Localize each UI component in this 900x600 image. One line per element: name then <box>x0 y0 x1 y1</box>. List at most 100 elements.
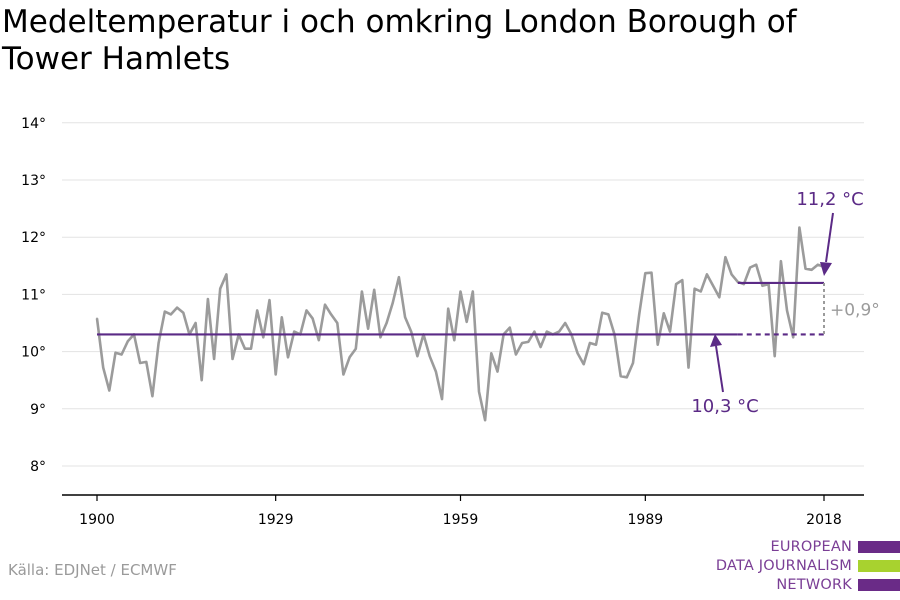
data-point <box>317 339 320 342</box>
data-point <box>755 263 758 266</box>
data-point <box>441 398 443 400</box>
data-point <box>120 353 123 356</box>
data-point <box>588 342 591 344</box>
y-tick-label: 13° <box>21 173 46 189</box>
logo-bar-green <box>858 560 900 572</box>
logo-line-2: DATA JOURNALISM <box>715 558 852 574</box>
x-axis-ticks: 1900 1929 1959 1989 2018 <box>79 495 842 528</box>
data-point <box>324 303 326 306</box>
data-point <box>305 309 308 312</box>
data-point <box>404 316 406 319</box>
data-point <box>280 316 283 319</box>
data-point <box>558 330 560 333</box>
data-point <box>219 287 222 290</box>
y-tick-label: 10° <box>21 345 46 361</box>
baseline-average-arrowhead <box>710 334 722 347</box>
data-point <box>194 322 197 324</box>
data-point <box>564 322 567 324</box>
recent-average-label: 11,2 °C <box>796 189 863 210</box>
data-point <box>293 330 296 333</box>
data-point <box>533 330 536 333</box>
data-point <box>749 266 751 269</box>
data-point <box>508 326 511 329</box>
data-point <box>342 373 345 376</box>
data-point <box>669 330 671 333</box>
data-point <box>644 272 647 275</box>
data-point <box>126 340 129 343</box>
data-point <box>206 298 209 300</box>
data-point <box>718 296 721 299</box>
y-tick-label: 8° <box>30 459 46 475</box>
data-point <box>145 360 148 363</box>
chart-title: Medeltemperatur i och omkring London Bor… <box>2 4 892 78</box>
data-point <box>361 290 363 293</box>
data-point <box>108 389 111 392</box>
data-point <box>582 363 585 366</box>
data-point <box>539 346 542 348</box>
data-point <box>416 355 419 358</box>
data-point <box>268 299 271 302</box>
x-tick-label: 2018 <box>806 512 842 528</box>
data-point <box>447 307 450 310</box>
data-point <box>114 351 117 354</box>
data-point <box>804 267 807 270</box>
data-point <box>687 366 690 369</box>
data-point <box>607 313 610 316</box>
data-point <box>391 302 394 304</box>
data-point <box>354 347 357 350</box>
data-point <box>182 311 185 314</box>
data-point <box>385 322 388 324</box>
data-point <box>792 336 795 339</box>
recent-average-arrowhead <box>820 262 832 276</box>
data-point <box>231 358 234 360</box>
data-point <box>410 330 413 333</box>
data-point <box>243 347 246 350</box>
data-point <box>798 226 801 229</box>
data-point <box>373 288 376 291</box>
data-point <box>157 342 160 344</box>
average-lines <box>97 281 825 336</box>
data-point <box>151 395 154 398</box>
data-point <box>545 330 548 333</box>
x-tick-label: 1959 <box>443 512 479 528</box>
logo-bar-purple-bottom <box>858 579 900 591</box>
data-point <box>397 276 400 279</box>
data-point <box>348 356 351 359</box>
data-point <box>367 327 369 330</box>
data-point <box>779 260 782 263</box>
data-point <box>662 312 665 315</box>
data-point <box>699 290 702 293</box>
data-point <box>786 309 788 312</box>
data-point <box>638 313 641 316</box>
data-point <box>139 362 142 364</box>
data-point <box>484 419 487 422</box>
data-point <box>256 309 259 312</box>
x-tick-label: 1989 <box>628 512 664 528</box>
recent-average-arrow <box>825 212 834 263</box>
data-point <box>730 273 733 276</box>
temperature-series-line <box>95 226 825 422</box>
data-point <box>810 268 813 271</box>
data-point <box>675 283 678 286</box>
data-point <box>650 271 653 274</box>
data-point <box>102 366 105 369</box>
data-point <box>773 355 776 358</box>
data-point <box>262 336 265 339</box>
x-tick-label: 1929 <box>258 512 294 528</box>
data-point <box>250 347 252 350</box>
data-point <box>632 362 634 364</box>
data-point <box>225 273 228 276</box>
data-point <box>761 284 764 287</box>
data-point <box>330 313 333 316</box>
grid-lines <box>62 122 864 467</box>
data-point <box>176 306 178 309</box>
data-point <box>521 342 524 344</box>
data-point <box>496 370 499 373</box>
data-point <box>625 376 628 379</box>
y-tick-label: 14° <box>21 116 46 132</box>
edjnet-logo: EUROPEAN DATA JOURNALISM NETWORK <box>700 538 900 596</box>
logo-line-3: NETWORK <box>776 577 852 593</box>
data-point <box>515 353 517 356</box>
logo-bar-purple-top <box>858 541 900 553</box>
